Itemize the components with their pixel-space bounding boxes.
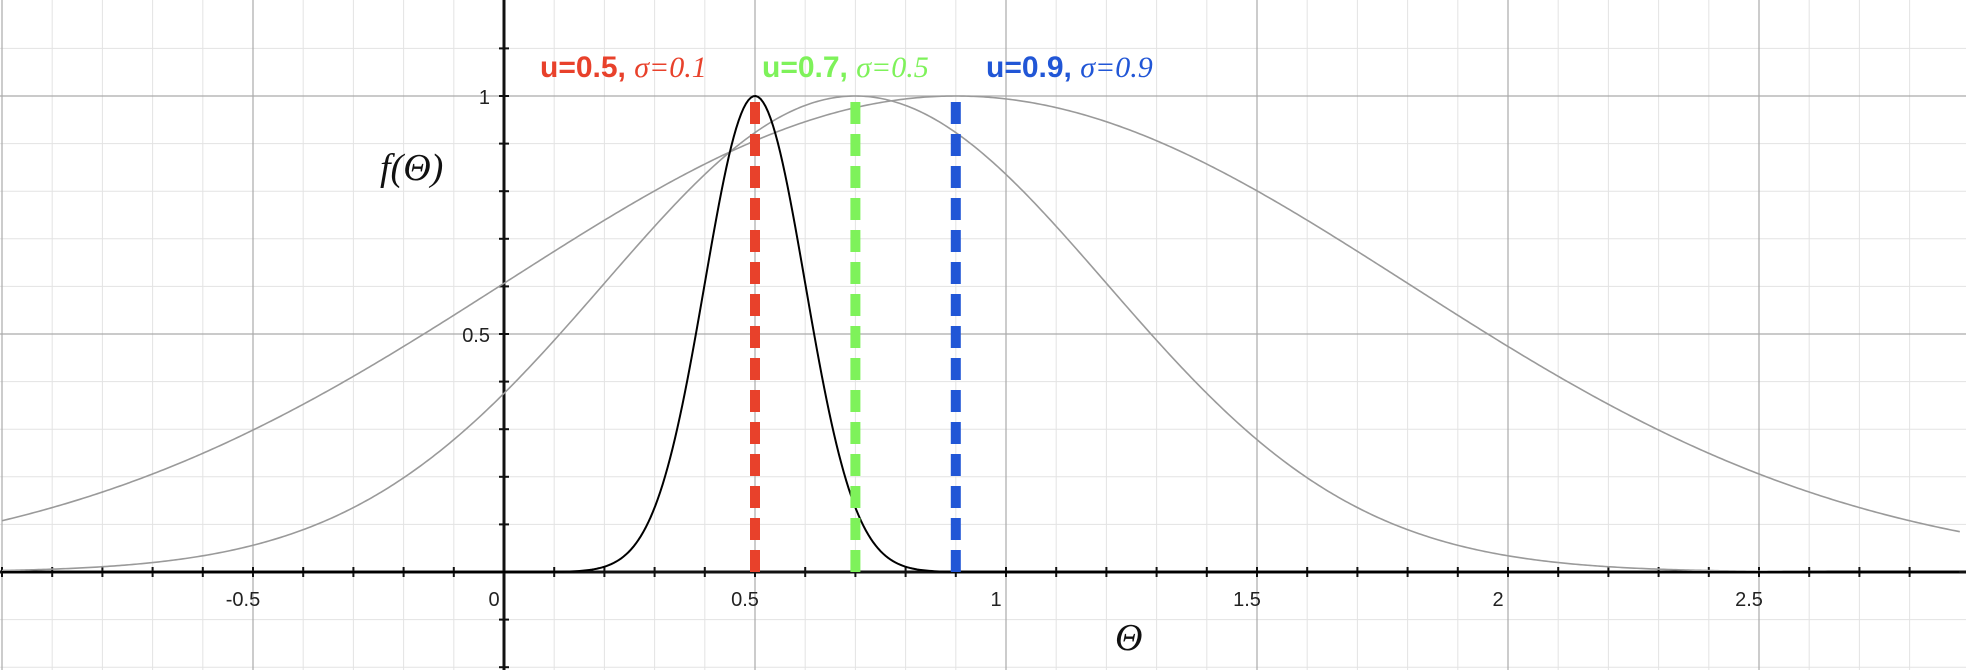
x-tick-label: 2.5 bbox=[1735, 589, 1763, 611]
x-axis-title: Θ bbox=[1115, 617, 1142, 659]
curves bbox=[1, 95, 1960, 573]
x-tick-label: -0.5 bbox=[226, 589, 260, 611]
y-axis-title: f(Θ) bbox=[380, 147, 443, 189]
legend-entry-3-sigma: σ=0.9 bbox=[1080, 51, 1153, 84]
legend-entry-3-mu: u=0.9, bbox=[986, 51, 1072, 84]
curve-series-1 bbox=[2, 95, 1960, 573]
mean-markers bbox=[750, 96, 961, 572]
legend: u=0.5, σ=0.1 u=0.7, σ=0.5 u=0.9, σ=0.9 bbox=[540, 51, 1153, 84]
curve-series-3 bbox=[1, 95, 1960, 533]
y-tick-label: 0.5 bbox=[462, 325, 490, 347]
y-tick-label: 1 bbox=[479, 87, 490, 109]
x-tick-label: 0.5 bbox=[731, 589, 759, 611]
legend-entry-1: u=0.5, σ=0.1 bbox=[540, 51, 707, 84]
x-tick-label: 1 bbox=[990, 589, 1001, 611]
legend-entry-1-mu: u=0.5, bbox=[540, 51, 626, 84]
tick-labels: -0.5 0 0.5 1 1.5 2 2.5 0.5 1 bbox=[226, 87, 1763, 611]
legend-entry-2-sigma: σ=0.5 bbox=[856, 51, 929, 84]
legend-entry-2: u=0.7, σ=0.5 bbox=[762, 51, 929, 84]
x-tick-label: 2 bbox=[1492, 589, 1503, 611]
curve-series-2 bbox=[1, 95, 1960, 573]
legend-entry-3: u=0.9, σ=0.9 bbox=[986, 51, 1153, 84]
x-tick-label: 0 bbox=[488, 589, 499, 611]
x-tick-label: 1.5 bbox=[1233, 589, 1261, 611]
legend-entry-2-mu: u=0.7, bbox=[762, 51, 848, 84]
legend-entry-1-sigma: σ=0.1 bbox=[634, 51, 707, 84]
